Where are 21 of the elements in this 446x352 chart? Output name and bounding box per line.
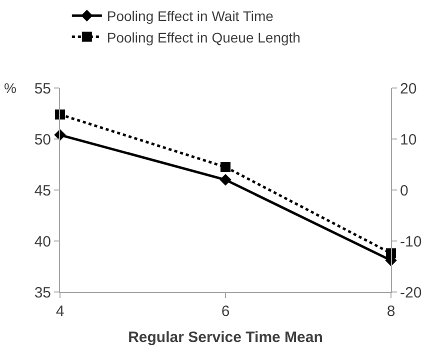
y-tick-label: 50 [34, 131, 51, 148]
point [55, 110, 65, 120]
point [220, 174, 232, 186]
y2-tick-label: -10 [400, 233, 422, 250]
legend-label: Pooling Effect in Wait Time [106, 8, 274, 24]
x-tick-label: 4 [56, 303, 64, 320]
y-tick-label: 55 [34, 80, 51, 98]
y-tick-label: 45 [34, 182, 51, 200]
legend-label: Pooling Effect in Queue Length [106, 29, 300, 46]
y2-tick-label: 0 [400, 182, 408, 200]
x-axis-title: Regular Service Time Mean [128, 329, 323, 346]
y-axis-title: % [4, 80, 16, 96]
y2-tick-label: 10 [400, 131, 417, 148]
point [386, 248, 396, 258]
point [220, 162, 230, 172]
y2-tick-label: 20 [400, 80, 417, 98]
x-tick-label: 6 [221, 303, 230, 320]
x-tick-label: 8 [386, 303, 396, 320]
y2-tick-label: -20 [400, 284, 422, 302]
y-tick-label: 40 [34, 233, 51, 250]
y-tick-label: 35 [34, 284, 51, 302]
